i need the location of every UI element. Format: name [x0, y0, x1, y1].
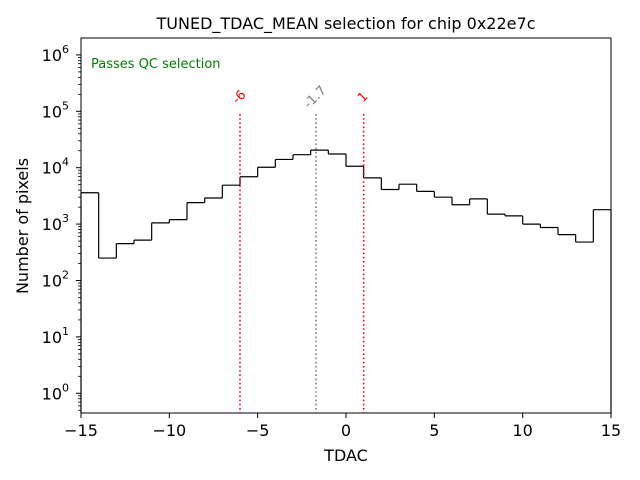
y-tick-label: 101	[42, 325, 69, 347]
histogram-bin	[505, 215, 524, 225]
histogram-bin	[275, 154, 294, 161]
y-axis-label: Number of pixels	[13, 158, 32, 294]
histogram-bin	[575, 209, 594, 243]
histogram-bin	[169, 202, 188, 221]
y-tick-label: 102	[42, 268, 69, 290]
histogram-bin	[310, 149, 329, 154]
chart-title: TUNED_TDAC_MEAN selection for chip 0x22e…	[156, 14, 536, 34]
x-tick-label: 10	[512, 421, 532, 440]
histogram-bin	[540, 226, 559, 235]
histogram-bin	[434, 196, 453, 205]
histogram-bin	[240, 167, 259, 178]
x-tick-label: 0	[341, 421, 351, 440]
y-tick-label: 105	[42, 99, 69, 121]
x-tick-label: 5	[429, 421, 439, 440]
histogram-bin	[204, 185, 223, 199]
x-tick-label: −10	[152, 421, 186, 440]
y-tick-label: 103	[42, 212, 69, 234]
x-axis-label: TDAC	[323, 446, 368, 465]
histogram-bin	[293, 150, 312, 156]
histogram-bin	[187, 198, 206, 204]
plot-frame	[80, 37, 612, 414]
x-tick-label: −5	[246, 421, 270, 440]
histogram-bin	[98, 243, 117, 259]
histogram-bin	[469, 198, 488, 215]
y-tick-label: 106	[42, 43, 69, 65]
histogram-bin	[328, 153, 347, 167]
histogram-bin	[452, 198, 471, 206]
histogram-bin	[399, 183, 418, 192]
qc-annotation: Passes QC selection	[91, 57, 221, 72]
histogram-bin	[346, 165, 365, 178]
plot-area: -6 -1.7 1−15 −10 −5 0 5 10 151001011021031041051…	[42, 37, 621, 440]
histogram-bin	[416, 190, 435, 198]
histogram-bin	[134, 222, 153, 241]
x-tick-label: −15	[64, 421, 98, 440]
histogram-bin	[381, 184, 400, 191]
y-tick-label: 104	[42, 156, 69, 178]
histogram-bin	[558, 234, 577, 243]
x-tick-label: 15	[601, 421, 621, 440]
histogram-bin	[257, 159, 276, 168]
y-tick-label: 100	[42, 381, 69, 403]
histogram-bin	[363, 177, 382, 190]
